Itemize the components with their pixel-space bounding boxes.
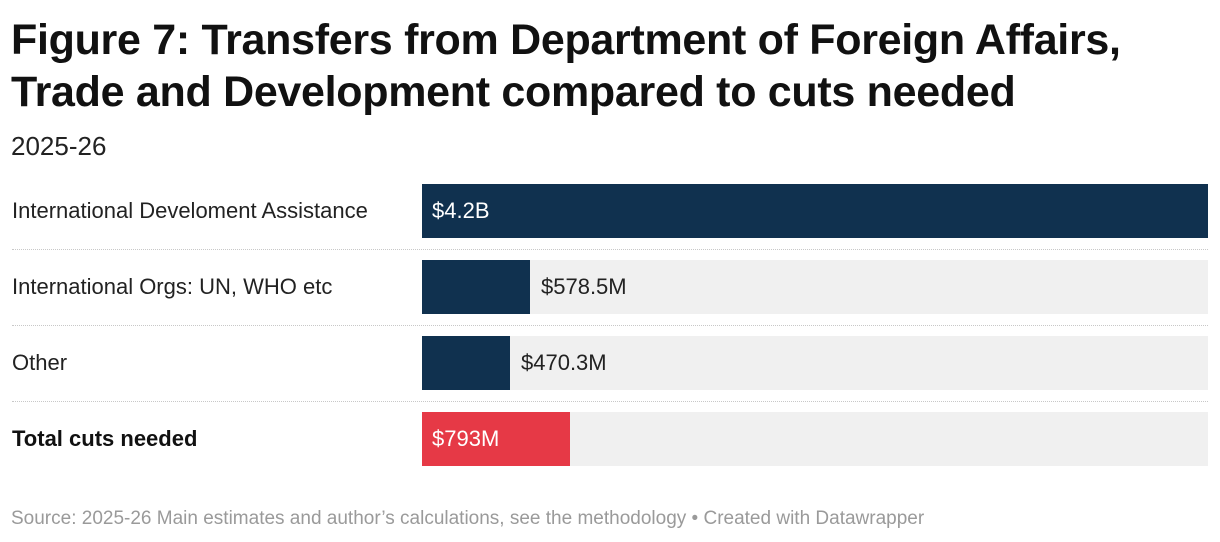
chart-title: Figure 7: Transfers from Department of F…: [11, 16, 1121, 116]
bar-other: [422, 336, 510, 390]
source-footer: Source: 2025-26 Main estimates and autho…: [11, 508, 925, 529]
bar-international-develoment-assistance: [422, 184, 1208, 238]
chart-subtitle: 2025-26: [11, 131, 107, 161]
row-divider: [12, 249, 1208, 250]
category-label-other: Other: [12, 350, 68, 375]
bar-international-orgs-un-who-etc: [422, 260, 530, 314]
bar-track-other: [422, 336, 1208, 390]
value-label-other: $470.3M: [521, 350, 607, 375]
category-label-total-cuts-needed: Total cuts needed: [12, 426, 198, 451]
value-label-total-cuts-needed: $793M: [432, 426, 500, 451]
category-label-international-develoment-assistance: International Develoment Assistance: [12, 198, 368, 223]
row-divider: [12, 325, 1208, 326]
row-divider: [12, 401, 1208, 402]
bar-track-international-orgs-un-who-etc: [422, 260, 1208, 314]
value-label-international-orgs-un-who-etc: $578.5M: [541, 274, 627, 299]
bar-total-cuts-needed: [422, 412, 570, 466]
value-label-international-develoment-assistance: $4.2B: [432, 198, 490, 223]
category-label-international-orgs-un-who-etc: International Orgs: UN, WHO etc: [12, 274, 333, 299]
